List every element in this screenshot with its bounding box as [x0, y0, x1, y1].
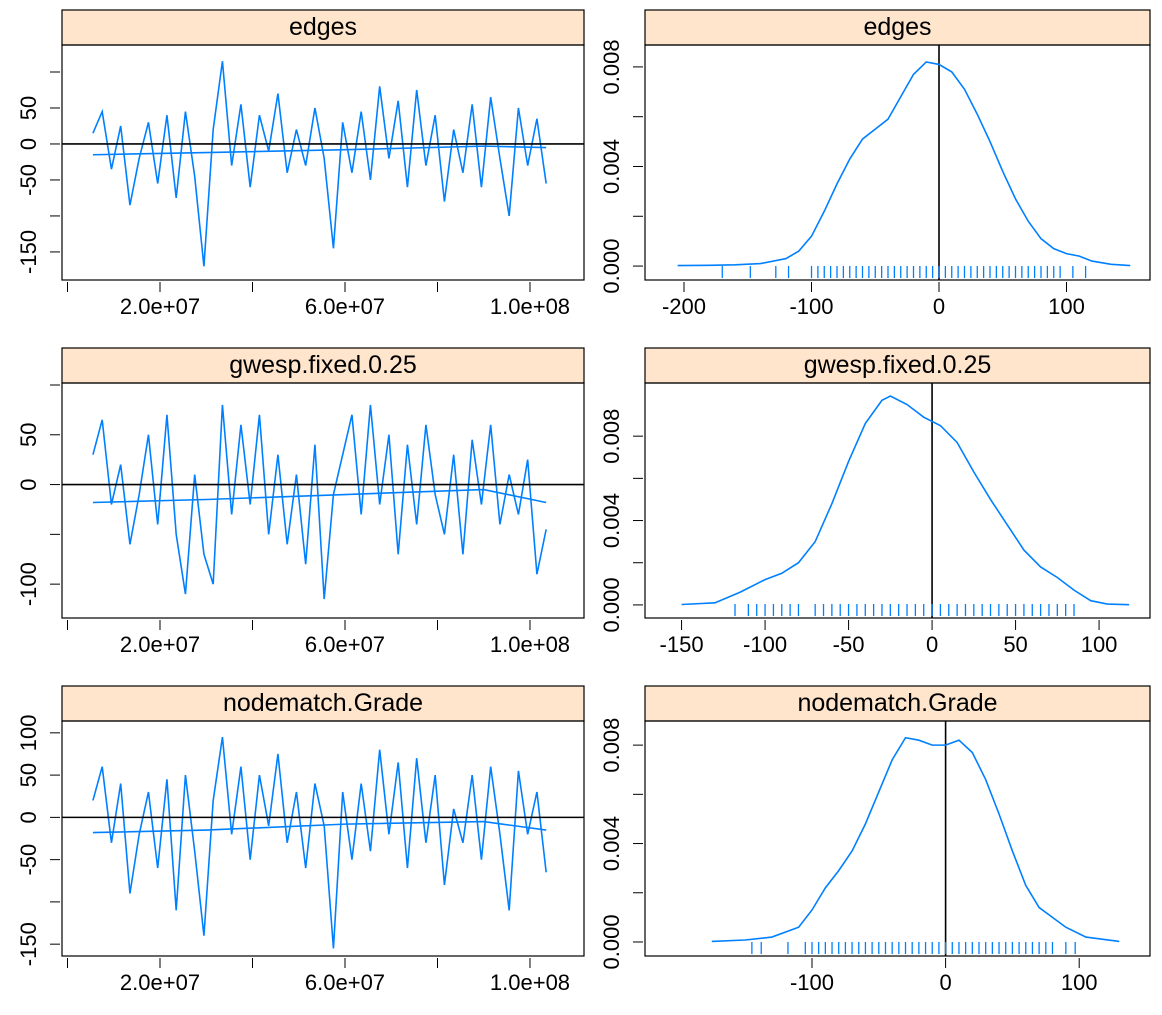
- y-tick-label: 0.000: [599, 239, 624, 294]
- strip-title: nodematch.Grade: [223, 689, 423, 717]
- plot-frame: [644, 382, 1151, 619]
- x-tick-label: -200: [662, 294, 706, 319]
- y-tick-label: 0.000: [599, 577, 624, 632]
- y-tick-label: 50: [16, 423, 41, 447]
- plot-frame: [644, 44, 1151, 281]
- y-tick-label: -50: [16, 164, 41, 196]
- y-tick-label: -50: [16, 844, 41, 876]
- trace-line: [92, 736, 547, 949]
- density-curve: [711, 736, 1120, 943]
- y-tick-label: 0: [16, 811, 41, 823]
- y-tick-label: 0.004: [599, 139, 624, 194]
- y-tick-label: -150: [16, 230, 41, 274]
- panel: nodematch.Grade 2.0e+07 6.0e+07 1.0e+08 -150…: [16, 685, 585, 995]
- x-tick-label: -50: [833, 632, 865, 657]
- x-tick-label: 100: [1081, 632, 1118, 657]
- x-tick-label: 0: [933, 294, 945, 319]
- y-tick-label: 50: [16, 763, 41, 787]
- strip: [61, 685, 585, 722]
- strip-title: edges: [289, 13, 357, 41]
- x-tick-label: 2.0e+07: [120, 970, 200, 995]
- x-tick-label: -150: [660, 632, 704, 657]
- plot-frame: [61, 382, 585, 619]
- y-tick-label: 100: [16, 714, 41, 751]
- plot-frame: [61, 44, 585, 281]
- y-tick-label: -150: [16, 922, 41, 966]
- y-tick-label: 0.008: [599, 409, 624, 464]
- trend-line: [92, 488, 547, 504]
- x-tick-label: -100: [790, 970, 834, 995]
- trend-line: [92, 145, 547, 156]
- x-tick-label: 1.0e+08: [490, 294, 570, 319]
- plot-frame: [644, 720, 1151, 957]
- x-tick-label: 2.0e+07: [120, 294, 200, 319]
- y-tick-label: 0.004: [599, 493, 624, 548]
- x-tick-label: 50: [1003, 632, 1027, 657]
- strip: [61, 347, 585, 384]
- x-tick-label: 100: [1048, 294, 1085, 319]
- y-tick-label: 0: [16, 478, 41, 490]
- y-tick-label: 0.008: [599, 39, 624, 94]
- strip-title: gwesp.fixed.0.25: [804, 351, 992, 379]
- trace-line: [92, 404, 547, 600]
- strip: [644, 685, 1151, 722]
- strip-title: edges: [863, 13, 931, 41]
- strip-title: gwesp.fixed.0.25: [229, 351, 417, 379]
- panel: gwesp.fixed.0.25 2.0e+07 6.0e+07 1.0e+08 -10…: [16, 347, 585, 657]
- x-tick-label: 0: [939, 970, 951, 995]
- x-tick-label: 0: [926, 632, 938, 657]
- y-tick-label: -100: [16, 562, 41, 606]
- x-tick-label: -100: [789, 294, 833, 319]
- strip: [644, 347, 1151, 384]
- y-tick-label: 0.004: [599, 816, 624, 871]
- density-curve: [677, 61, 1131, 267]
- y-tick-label: 0: [16, 138, 41, 150]
- trace-line: [92, 61, 547, 267]
- x-tick-label: 100: [1061, 970, 1098, 995]
- y-tick-label: 50: [16, 96, 41, 120]
- panel: edges -200 -100 0 100 0.000 0.004 0.008: [599, 9, 1151, 319]
- density-curve: [681, 395, 1130, 606]
- trend-line: [92, 820, 547, 834]
- y-tick-label: 0.000: [599, 914, 624, 969]
- x-tick-label: -100: [743, 632, 787, 657]
- x-tick-label: 6.0e+07: [305, 632, 385, 657]
- y-tick-label: 0.008: [599, 718, 624, 773]
- panel: gwesp.fixed.0.25 -150 -100 -50 0 50 100 0.000 0.…: [599, 347, 1151, 657]
- x-tick-label: 6.0e+07: [305, 294, 385, 319]
- strip: [61, 9, 585, 46]
- x-tick-label: 1.0e+08: [490, 632, 570, 657]
- strip-title: nodematch.Grade: [797, 689, 997, 717]
- x-tick-label: 2.0e+07: [120, 632, 200, 657]
- x-tick-label: 1.0e+08: [490, 970, 570, 995]
- plot-frame: [61, 720, 585, 957]
- strip: [644, 9, 1151, 46]
- x-tick-label: 6.0e+07: [305, 970, 385, 995]
- panel: edges 2.0e+07 6.0e+07 1.0e+08 -150 -50 0 50: [16, 9, 585, 319]
- panel: nodematch.Grade -100 0 100 0.000 0.004 0.008: [599, 685, 1151, 995]
